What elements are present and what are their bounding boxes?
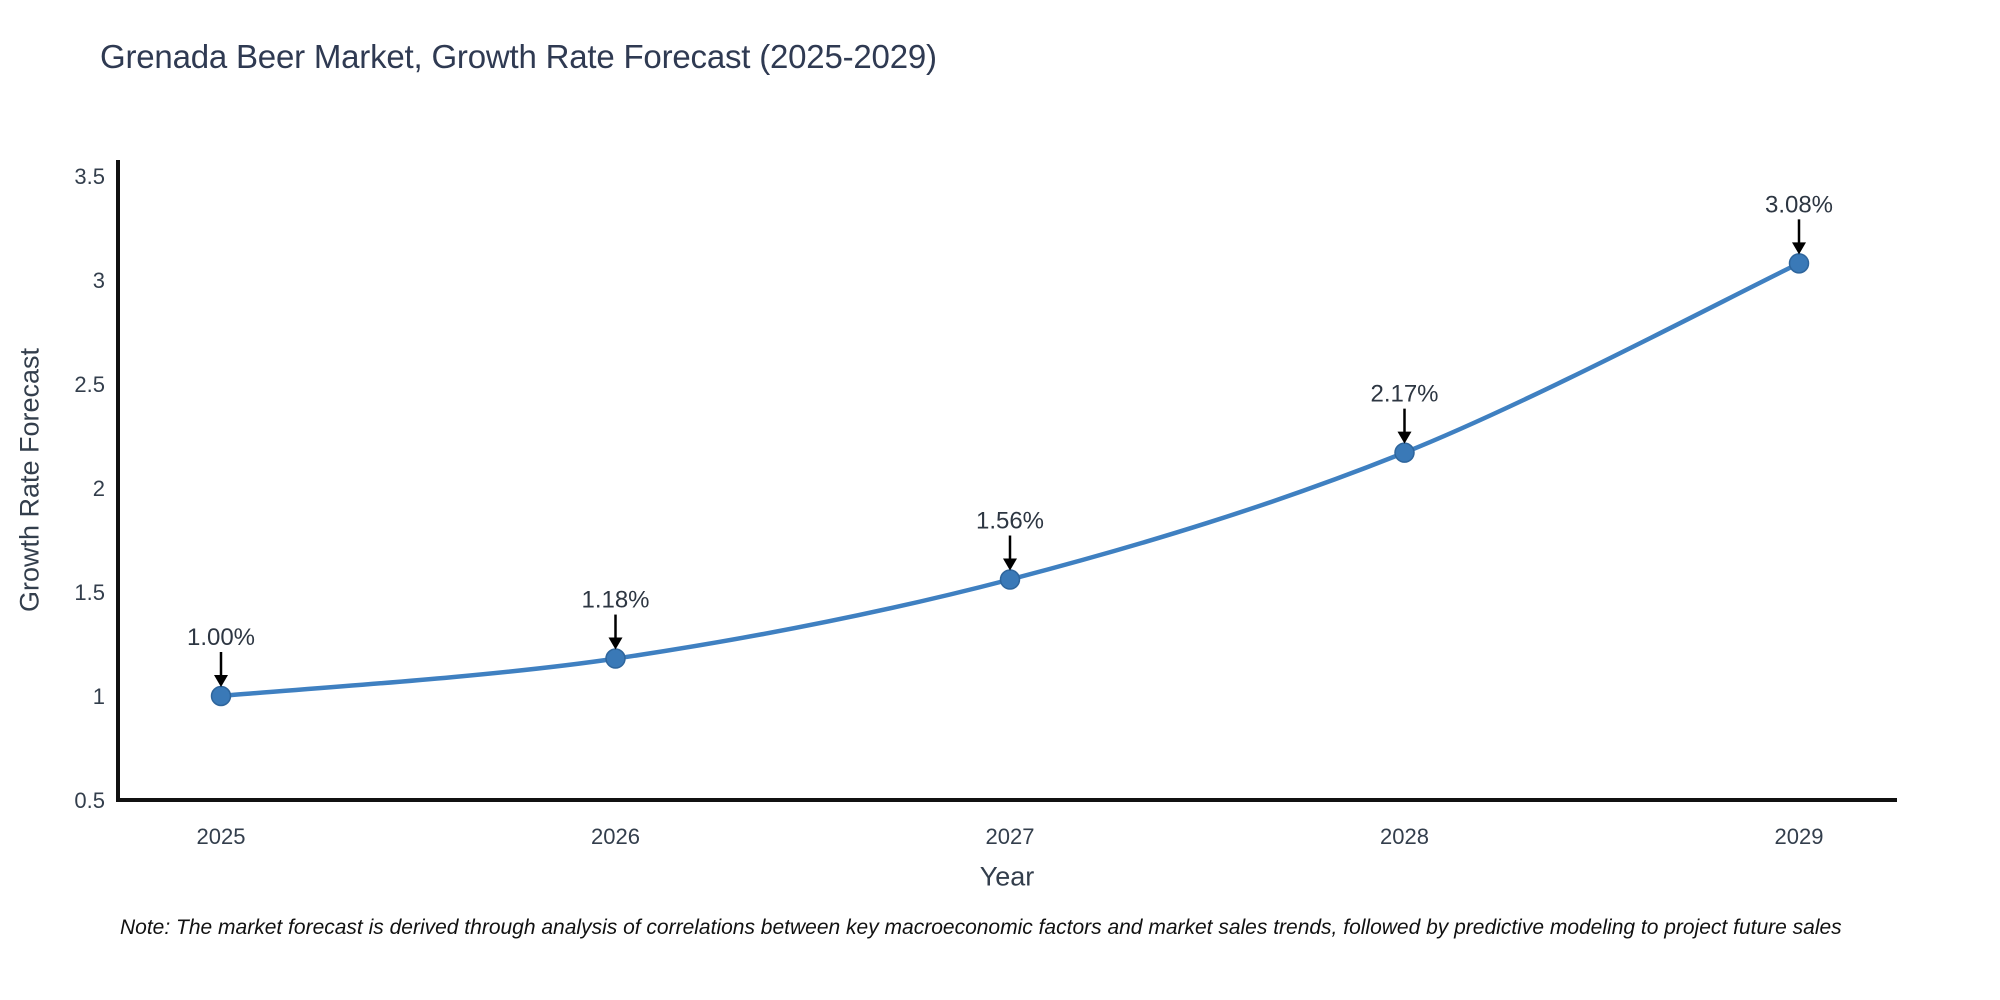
forecast-line	[218, 261, 1802, 699]
x-tick-label: 2029	[1775, 824, 1824, 849]
annotation-label: 1.18%	[581, 587, 649, 614]
x-axis-title: Year	[979, 861, 1035, 892]
annotation-label: 2.17%	[1370, 381, 1438, 408]
x-tick-label: 2027	[986, 824, 1035, 849]
data-point-2028	[1394, 442, 1415, 463]
footnote: Note: The market forecast is derived thr…	[120, 916, 1842, 939]
chart-title: Grenada Beer Market, Growth Rate Forecas…	[100, 38, 937, 75]
y-tick-label: 2	[93, 476, 105, 501]
y-tick-label: 2.5	[74, 372, 105, 397]
annotation-arrowhead-icon	[1397, 431, 1412, 444]
y-tick-label: 1.5	[74, 580, 105, 605]
annotation-label: 3.08%	[1765, 191, 1833, 218]
y-tick-label: 3.5	[74, 164, 105, 189]
x-tick-label: 2025	[197, 824, 246, 849]
y-tick-label: 0.5	[74, 788, 105, 813]
annotation-label: 1.00%	[187, 624, 255, 651]
y-tick-label: 3	[93, 268, 105, 293]
x-tick-label: 2028	[1380, 824, 1429, 849]
annotation-arrowhead-icon	[608, 637, 623, 650]
x-tick-label: 2026	[591, 824, 640, 849]
annotation-arrowhead-icon	[1003, 558, 1017, 571]
annotation-arrowhead-icon	[214, 675, 228, 687]
data-point-2027	[999, 569, 1021, 590]
annotation-arrowhead-icon	[1792, 242, 1806, 255]
annotation-label: 1.56%	[976, 508, 1044, 535]
data-point-2029	[1788, 253, 1810, 274]
data-point-2026	[605, 648, 626, 669]
data-point-2025	[210, 685, 232, 707]
y-tick-label: 1	[93, 684, 105, 709]
